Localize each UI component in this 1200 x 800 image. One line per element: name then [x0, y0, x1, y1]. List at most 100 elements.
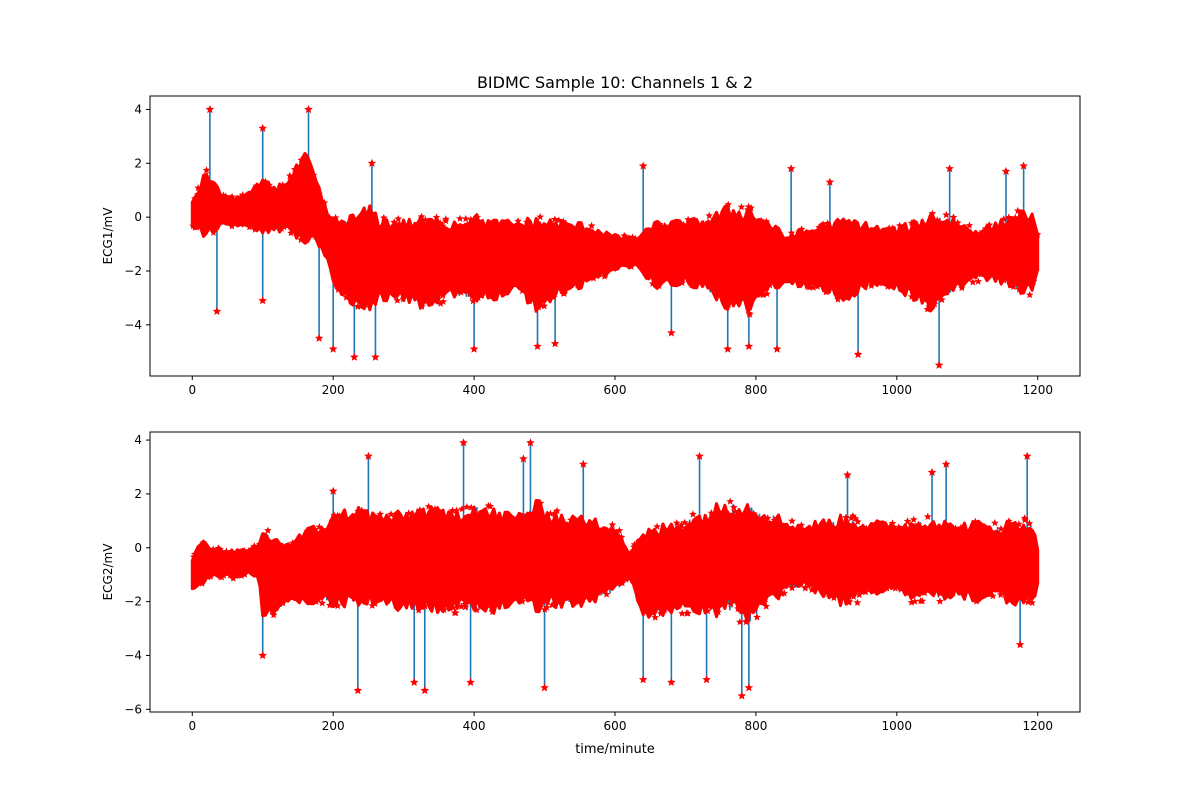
peak-marker [227, 549, 236, 557]
peak-marker [252, 181, 261, 190]
peak-marker [612, 528, 621, 536]
peak-marker [280, 223, 288, 231]
peak-marker [231, 570, 239, 578]
peak-marker [943, 524, 951, 532]
peak-marker [193, 190, 202, 198]
peak-marker [277, 224, 286, 232]
peak-marker [674, 598, 682, 607]
peak-marker [443, 519, 452, 527]
peak-marker [270, 607, 278, 615]
peak-marker [519, 454, 528, 463]
peak-marker [575, 597, 584, 605]
peak-marker [624, 570, 632, 578]
peak-marker [226, 571, 234, 579]
peak-marker [820, 222, 828, 230]
peak-marker [387, 288, 395, 296]
peak-marker [928, 209, 937, 217]
y-tick-label: −2 [124, 264, 142, 278]
peak-marker [418, 511, 426, 519]
x-axis-label: time/minute [575, 742, 655, 757]
peak-marker [855, 590, 864, 599]
peak-marker [853, 350, 863, 359]
peak-marker [949, 213, 958, 221]
peak-marker [722, 290, 731, 298]
peak-marker [773, 592, 782, 600]
peak-marker [353, 686, 363, 695]
peak-marker [245, 223, 254, 231]
peak-marker [864, 585, 873, 593]
peak-marker [834, 295, 842, 303]
peak-marker [359, 289, 367, 297]
peak-marker [298, 229, 307, 237]
peak-marker [449, 603, 458, 611]
peak-marker [798, 525, 807, 533]
peak-marker [911, 286, 920, 295]
peak-marker [1015, 285, 1024, 293]
peak-marker [439, 283, 448, 291]
peak-marker [403, 589, 411, 597]
peak-marker [251, 225, 259, 233]
peak-marker [973, 584, 981, 592]
peak-marker [349, 590, 358, 598]
peak-marker [291, 542, 300, 550]
peak-marker [488, 608, 497, 616]
peak-marker [678, 609, 686, 617]
peak-marker [538, 296, 546, 304]
peak-marker [480, 601, 488, 609]
peak-marker [422, 593, 430, 601]
peak-marker [336, 282, 344, 290]
peak-marker [198, 579, 206, 587]
peak-marker [913, 527, 921, 535]
peak-marker [432, 508, 440, 516]
peak-marker [615, 526, 624, 534]
peak-marker [912, 221, 921, 230]
peak-marker [601, 270, 610, 279]
peak-marker [689, 218, 697, 226]
peak-marker [375, 591, 384, 600]
peak-marker [499, 590, 508, 598]
peak-marker [521, 225, 530, 234]
x-tick-label: 800 [744, 719, 767, 733]
peak-marker [660, 221, 669, 230]
peak-marker [810, 581, 819, 589]
peak-marker [918, 597, 927, 605]
peak-marker [426, 293, 434, 301]
peak-marker [744, 603, 752, 611]
peak-marker [287, 229, 295, 237]
peak-marker [654, 600, 662, 608]
peak-marker [956, 226, 964, 234]
peak-marker [908, 229, 917, 237]
peak-marker [409, 677, 419, 686]
peak-marker [359, 296, 367, 304]
peak-marker [237, 193, 245, 201]
peak-marker [261, 609, 269, 617]
peak-marker [962, 586, 971, 594]
peak-marker [958, 282, 966, 290]
x-tick-label: 1000 [882, 383, 913, 397]
peak-marker [421, 602, 429, 610]
peak-marker [895, 527, 903, 535]
peak-marker [212, 548, 220, 556]
peak-marker [705, 211, 713, 219]
peak-marker [907, 292, 916, 300]
peak-marker [815, 275, 824, 283]
peak-marker [795, 281, 804, 289]
peak-marker [655, 220, 664, 228]
peak-marker [948, 584, 956, 592]
peak-marker [903, 517, 912, 525]
peak-marker [550, 509, 559, 517]
peak-marker [729, 290, 737, 298]
peak-marker [400, 220, 408, 228]
peak-marker [258, 296, 267, 305]
peak-marker [536, 509, 545, 517]
peak-marker [797, 228, 805, 236]
peak-marker [245, 547, 253, 555]
peak-marker [907, 219, 916, 227]
peak-marker [208, 547, 216, 555]
peak-marker [842, 513, 850, 521]
peak-marker [815, 223, 823, 231]
peak-marker [969, 278, 977, 286]
peak-marker [559, 289, 568, 297]
x-tick-label: 0 [188, 383, 196, 397]
peak-marker [1022, 451, 1032, 460]
